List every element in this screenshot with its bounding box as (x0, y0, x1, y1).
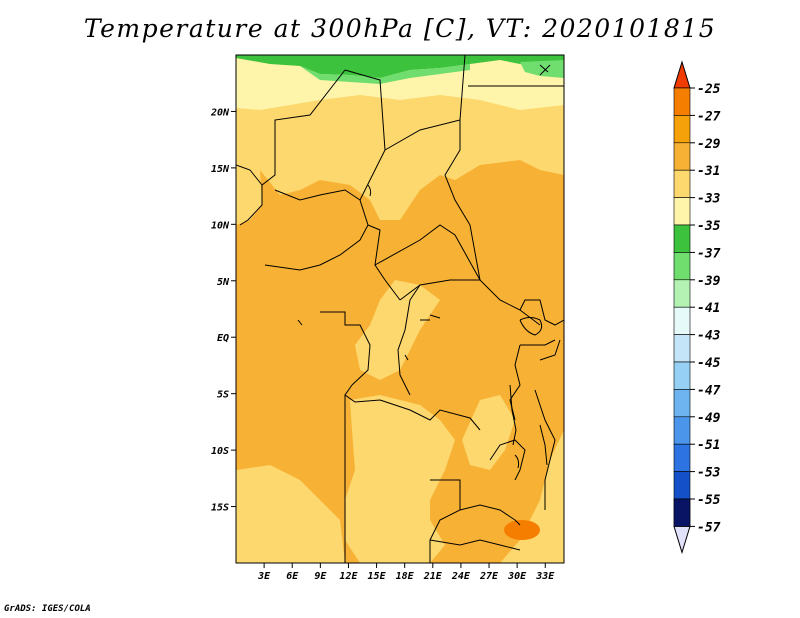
map-axes: 20N 15N 10N 5N EQ 5S 10S 15S 3E 6E 9E 12E 15E 18E 21E 2… (210, 107, 555, 582)
colorbar-segment (673, 115, 691, 144)
colorbar-label: -45 (697, 356, 721, 371)
colorbar-label: -33 (697, 192, 721, 207)
temperature-region-central-band (355, 280, 440, 380)
lakes-and-coasts (297, 64, 549, 469)
colorbar-label: -49 (697, 411, 721, 426)
lat-tick-label: 5N (217, 277, 230, 288)
lon-tick-label: 3E (257, 571, 271, 582)
temperature-region-cool-northeast (520, 60, 564, 78)
colorbar-segment (673, 498, 691, 527)
colorbar-label: -57 (697, 520, 721, 535)
colorbar-top-triangle (673, 60, 691, 89)
temperature-region-angola (345, 395, 455, 563)
lat-tick-label: 20N (210, 107, 230, 118)
colorbar-segment (673, 169, 691, 198)
temperature-region-cold-north (236, 55, 564, 78)
colorbar-segment (673, 306, 691, 335)
colorbar-segment (673, 361, 691, 390)
colorbar-segment (673, 416, 691, 445)
temperature-region-east (462, 395, 515, 470)
colorbar-label: -47 (697, 383, 721, 398)
colorbar-segment (673, 197, 691, 226)
colorbar-segment (673, 224, 691, 253)
map-panel (236, 55, 564, 563)
colorbar-label: -29 (697, 137, 721, 152)
map-title: Temperature at 300hPa [C], VT: 202010181… (83, 14, 717, 43)
colorbar-segment (673, 389, 691, 418)
colorbar-segment (673, 443, 691, 472)
lon-tick-label: 24E (451, 571, 471, 582)
lon-tick-label: 6E (286, 571, 299, 582)
temperature-region-warm-spot (504, 520, 540, 540)
lon-tick-label: 9E (314, 571, 327, 582)
colorbar-label: -51 (697, 438, 720, 453)
colorbar-label: -55 (697, 493, 721, 508)
colorbar-label: -35 (697, 219, 721, 234)
colorbar-segment (673, 471, 691, 500)
colorbar-segment (673, 334, 691, 363)
lon-tick-label: 18E (396, 571, 415, 582)
lat-tick-label: 10N (211, 220, 230, 231)
lat-tick-label: 15S (211, 503, 229, 514)
country-borders (236, 55, 564, 563)
temperature-region-cool-north (300, 64, 470, 84)
temperature-region-west-coast (236, 165, 262, 225)
colorbar-label: -39 (697, 274, 721, 289)
grads-credit: GrADS: IGES/COLA (4, 604, 91, 614)
lon-tick-label: 21E (423, 571, 443, 582)
lat-tick-label: 15N (211, 164, 230, 175)
lat-tick-label: 10S (211, 446, 229, 457)
colorbar-label: -31 (697, 164, 720, 179)
colorbar-label: -43 (697, 329, 721, 344)
map-frame (235, 54, 565, 564)
lon-tick-label: 27E (479, 571, 499, 582)
colorbar-label: -37 (697, 246, 721, 261)
lon-tick-label: 15E (368, 571, 387, 582)
colorbar-label: -53 (697, 466, 721, 481)
colorbar-label: -25 (697, 82, 721, 97)
lat-tick-label: EQ (217, 333, 229, 344)
colorbar-segment (673, 252, 691, 281)
colorbar-segment (673, 279, 691, 308)
lat-tick-label: 5S (217, 390, 229, 401)
colorbar: -25 -27 -29 -31 -33 -35 -37 -39 -41 -43 -45 -47 -49 -… (673, 60, 721, 555)
colorbar-segment (673, 87, 691, 116)
lon-tick-label: 12E (339, 571, 358, 582)
colorbar-bottom-triangle (673, 525, 691, 555)
lon-tick-label: 33E (535, 571, 555, 582)
colorbar-label: -41 (697, 301, 720, 316)
temperature-region-southwest (236, 465, 345, 563)
colorbar-segment (673, 142, 691, 171)
colorbar-label: -27 (697, 109, 721, 124)
lon-tick-label: 30E (507, 571, 527, 582)
temperature-region-southeast-strip (500, 430, 564, 563)
